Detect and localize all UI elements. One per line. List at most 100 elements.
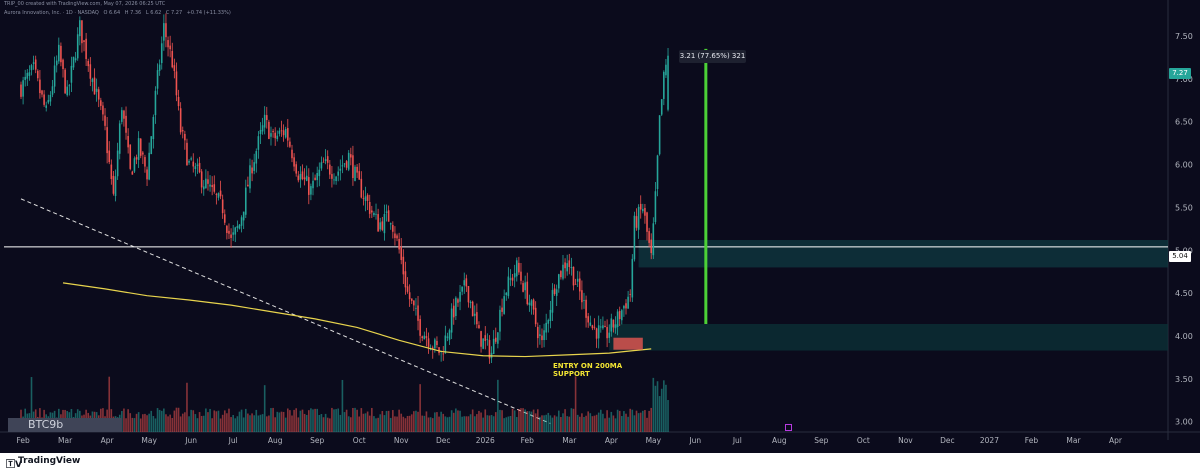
volume-bar [394, 416, 396, 432]
candle-body [436, 340, 438, 346]
y-tick-label: 4.50 [1175, 289, 1193, 298]
volume-bar [389, 417, 392, 432]
candle-body [133, 158, 136, 172]
volume-bar [434, 412, 436, 432]
candle-body [597, 325, 600, 339]
candle-body [200, 171, 203, 188]
candle-body [312, 180, 314, 189]
volume-bar [160, 410, 163, 432]
chart-credit: TRIP_00 created with TradingView.com, Ma… [4, 1, 166, 7]
measure-label: 3.21 (77.65%) 321 [679, 50, 746, 63]
volume-bar [152, 416, 155, 432]
volume-bar [219, 418, 222, 432]
candle-body [114, 176, 117, 197]
volume-bar [156, 408, 159, 432]
volume-bar [345, 409, 348, 432]
candle-body [356, 166, 358, 173]
candle-body [339, 168, 342, 171]
candle-body [286, 128, 289, 141]
candle-body [64, 69, 66, 94]
volume-bar [644, 410, 646, 432]
y-tick-label: 5.50 [1175, 203, 1193, 212]
volume-bar [305, 414, 308, 432]
candle-body [488, 340, 491, 359]
candle-body [152, 116, 155, 140]
candle-body [100, 100, 102, 106]
volume-bar [383, 415, 386, 432]
volume-bar [181, 413, 184, 432]
candle-body [578, 278, 581, 292]
volume-bar [625, 413, 627, 432]
event-flag-icon[interactable] [785, 424, 792, 431]
volume-bar [486, 415, 489, 432]
volume-bar [667, 400, 669, 432]
candle-body [562, 264, 564, 279]
x-tick-label: Sep [310, 436, 324, 445]
candle-body [423, 335, 426, 340]
volume-bar [217, 410, 220, 432]
candle-body [373, 212, 375, 216]
candle-body [476, 312, 478, 325]
volume-bar [589, 413, 592, 432]
volume-bar [339, 414, 342, 432]
volume-bar [308, 410, 310, 432]
candle-body [532, 299, 535, 310]
candle-body [631, 258, 634, 298]
x-tick-label: Oct [353, 436, 366, 445]
volume-bar [402, 416, 405, 432]
x-tick-label: Feb [1025, 436, 1039, 445]
candle-body [480, 331, 482, 347]
candle-body [354, 166, 356, 181]
volume-bar [627, 416, 629, 432]
volume-bar [312, 409, 314, 432]
candle-body [232, 232, 234, 235]
candle-body [175, 71, 178, 96]
candle-body [581, 290, 583, 303]
volume-bar [284, 417, 287, 432]
candle-body [87, 60, 90, 67]
last-price-tag: 7.27 [1169, 68, 1191, 79]
volume-bar [135, 413, 138, 432]
candle-body [467, 286, 470, 303]
candle-body [547, 320, 550, 324]
candle-body [79, 20, 81, 37]
volume-bar [543, 415, 545, 432]
volume-bar [497, 379, 499, 432]
volume-bar [562, 413, 564, 432]
candle-body [396, 235, 398, 239]
candle-body [530, 300, 533, 306]
candle-body [289, 141, 291, 147]
candle-body [207, 179, 209, 184]
volume-bar [221, 414, 224, 432]
ma200-line [62, 282, 652, 358]
volume-bar [268, 415, 270, 432]
candle-body [37, 70, 39, 79]
volume-bar [194, 414, 197, 432]
volume-bar [452, 412, 455, 432]
volume-bar [457, 410, 459, 432]
volume-bar [202, 415, 205, 432]
candle-body [318, 169, 321, 177]
volume-bar [299, 410, 302, 432]
candle-body [406, 286, 409, 292]
volume-bar [240, 409, 243, 432]
candle-body [362, 198, 365, 200]
candle-body [524, 282, 526, 291]
volume-bar [295, 408, 297, 432]
volume-bar [467, 416, 470, 432]
ohlc-low: L 6.62 [145, 10, 162, 16]
candle-body [639, 203, 642, 210]
volume-bar [377, 417, 379, 432]
candle-body [425, 336, 428, 338]
volume-bar [146, 415, 148, 432]
candle-body [343, 163, 346, 165]
candle-body [181, 130, 184, 132]
candle-body [608, 332, 611, 338]
candle-body [501, 307, 503, 312]
candle-body [104, 115, 106, 126]
candle-body [528, 302, 531, 306]
descending-trendline [20, 198, 551, 424]
candle-body [389, 223, 392, 225]
volume-bar [408, 415, 411, 432]
